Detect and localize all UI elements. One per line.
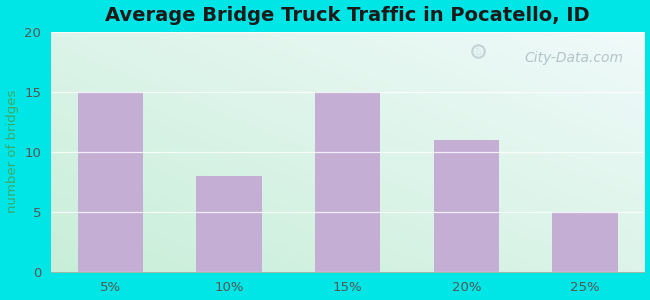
Title: Average Bridge Truck Traffic in Pocatello, ID: Average Bridge Truck Traffic in Pocatell… xyxy=(105,6,590,25)
Bar xyxy=(552,212,618,272)
Text: ♘: ♘ xyxy=(474,47,482,57)
Bar xyxy=(196,176,261,272)
Bar xyxy=(434,140,499,272)
Bar xyxy=(315,92,380,272)
Text: City-Data.com: City-Data.com xyxy=(525,51,623,65)
Y-axis label: number of bridges: number of bridges xyxy=(6,90,19,213)
Bar xyxy=(77,92,143,272)
